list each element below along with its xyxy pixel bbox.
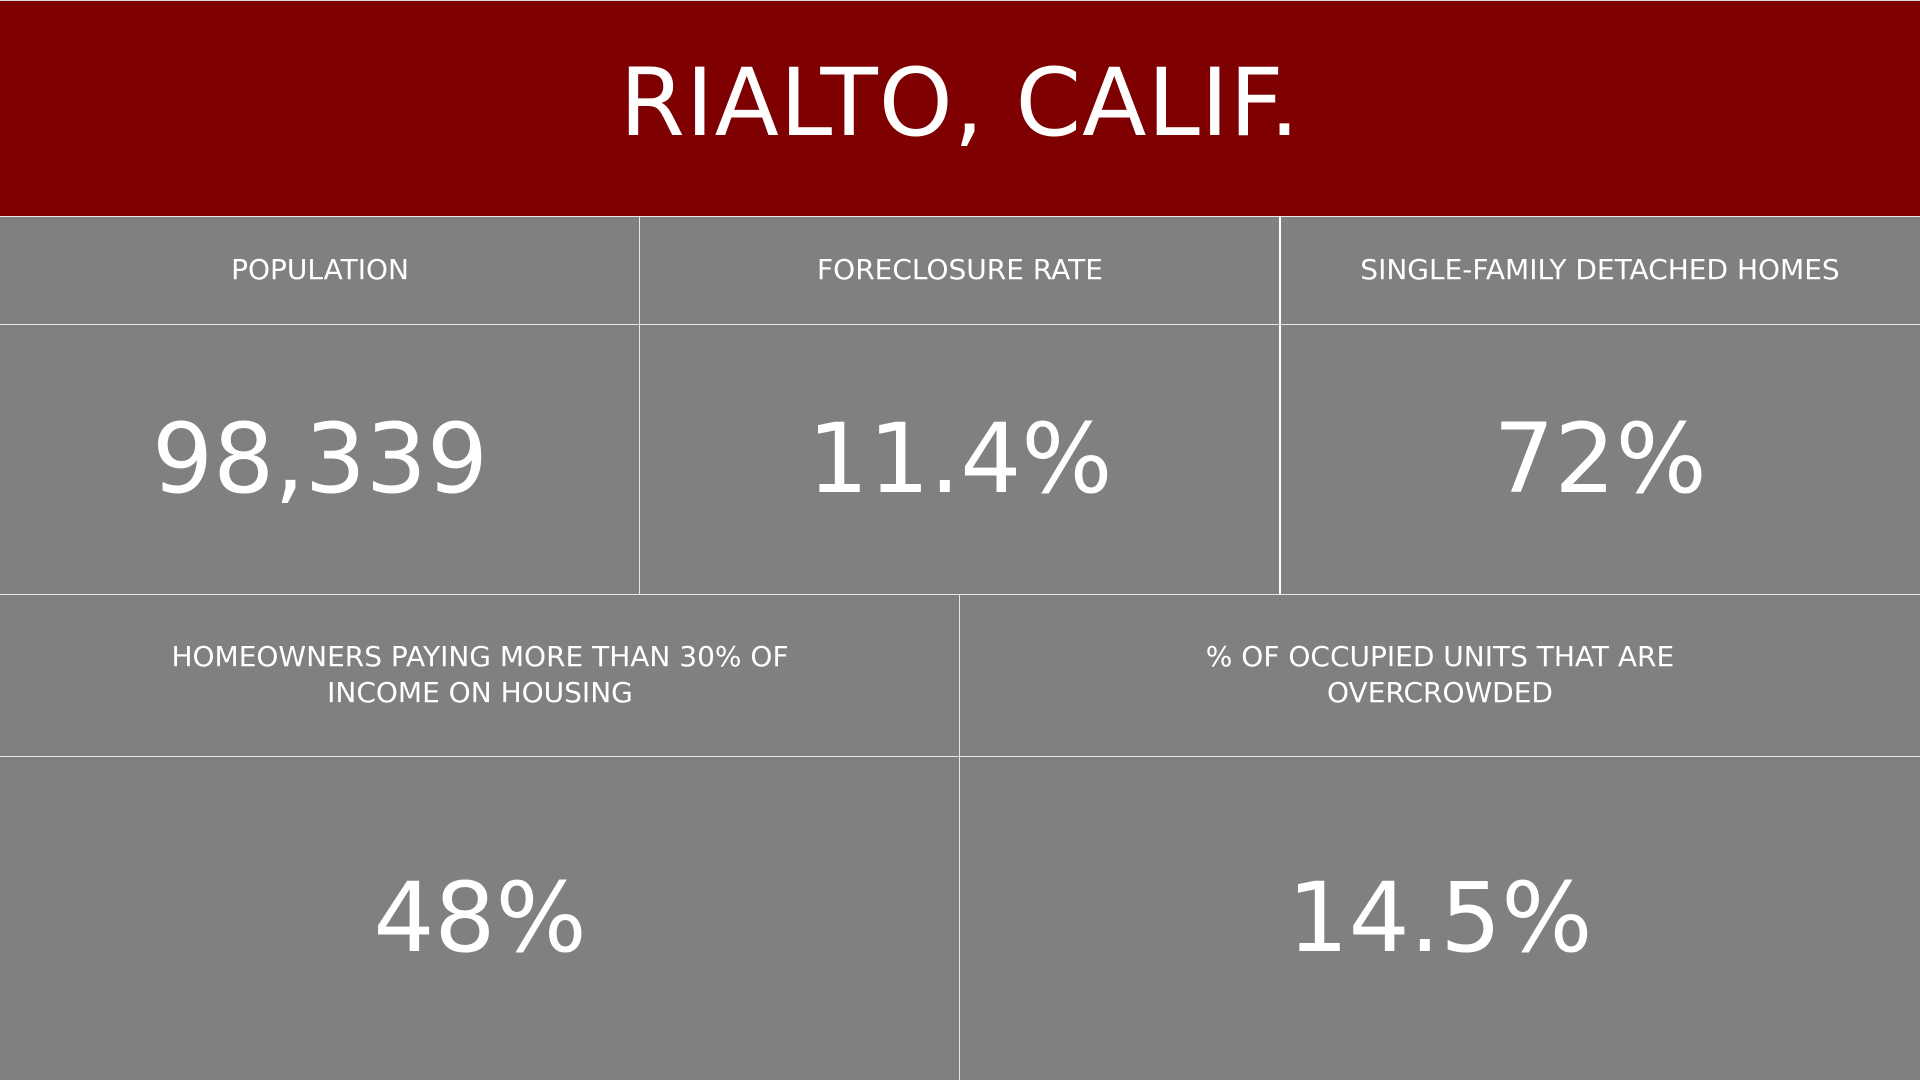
stat-value-cell: 11.4%: [640, 324, 1280, 594]
population-value: 98,339: [152, 403, 488, 515]
stat-label-cell: % OF OCCUPIED UNITS THAT ARE OVERCROWDED: [960, 594, 1920, 756]
stat-label-cell: HOMEOWNERS PAYING MORE THAN 30% OF INCOM…: [0, 594, 960, 756]
single-family-homes-value: 72%: [1493, 403, 1707, 515]
homeowners-cost-burden-value: 48%: [373, 862, 587, 974]
population-label: POPULATION: [231, 253, 409, 286]
stat-value-cell: 98,339: [0, 324, 640, 594]
stat-label-cell: FORECLOSURE RATE: [640, 216, 1280, 324]
foreclosure-rate-value: 11.4%: [807, 403, 1113, 515]
stat-label-cell: POPULATION: [0, 216, 640, 324]
overcrowded-units-label: % OF OCCUPIED UNITS THAT ARE OVERCROWDED: [1205, 640, 1675, 709]
stat-value-cell: 14.5%: [960, 756, 1920, 1080]
homeowners-cost-burden-label: HOMEOWNERS PAYING MORE THAN 30% OF INCOM…: [171, 640, 789, 709]
divider: [0, 216, 1920, 217]
header-banner: RIALTO, CALIF.: [0, 0, 1920, 216]
divider: [639, 216, 640, 594]
single-family-homes-label: SINGLE-FAMILY DETACHED HOMES: [1360, 253, 1840, 286]
stat-label-cell: SINGLE-FAMILY DETACHED HOMES: [1280, 216, 1920, 324]
stat-value-cell: 72%: [1280, 324, 1920, 594]
divider: [0, 324, 1920, 325]
divider: [0, 756, 1920, 757]
divider: [1279, 216, 1281, 594]
foreclosure-rate-label: FORECLOSURE RATE: [817, 253, 1103, 286]
overcrowded-units-value: 14.5%: [1287, 862, 1593, 974]
page-title: RIALTO, CALIF.: [619, 48, 1301, 158]
stat-value-cell: 48%: [0, 756, 960, 1080]
divider: [0, 594, 1920, 595]
divider: [959, 594, 960, 1080]
